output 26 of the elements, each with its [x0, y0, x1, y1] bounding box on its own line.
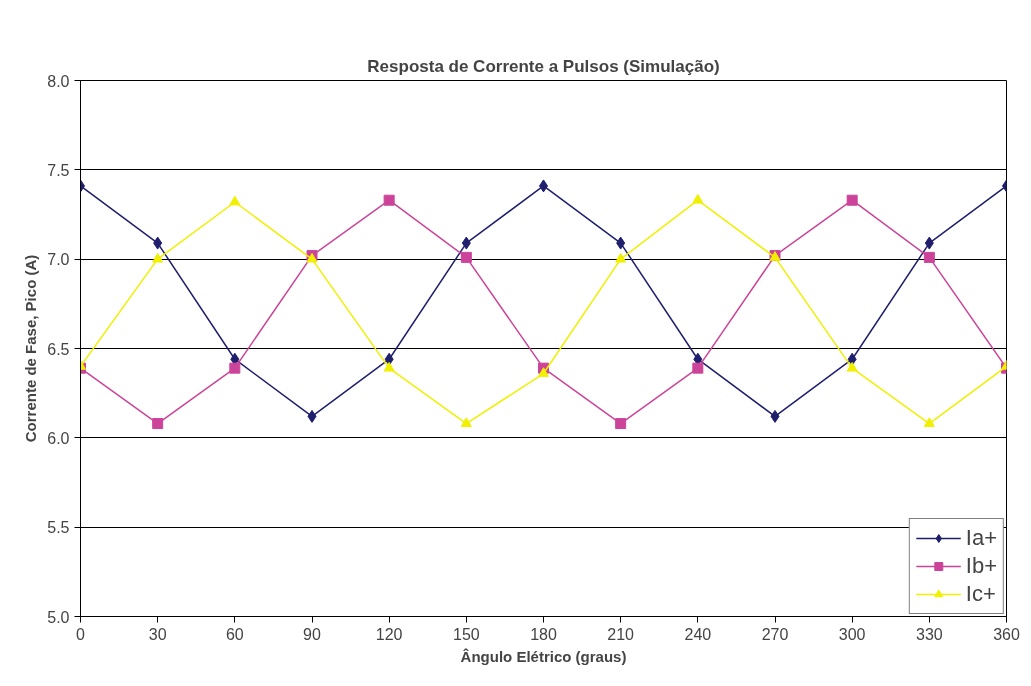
legend-label: Ic+ — [965, 581, 996, 607]
x-tick-label: 360 — [993, 625, 1020, 643]
x-tick-label: 90 — [303, 625, 321, 643]
x-tick-label: 210 — [607, 625, 635, 643]
x-tick-label: 180 — [530, 625, 557, 643]
y-tick-label: 6.5 — [47, 340, 70, 358]
y-tick-label: 7.5 — [47, 161, 70, 179]
x-axis-title: Ângulo Elétrico (graus) — [460, 647, 627, 665]
y-tick-label: 7.0 — [47, 251, 70, 269]
chart-title: Resposta de Corrente a Pulsos (Simulação) — [367, 56, 720, 76]
x-tick-label: 240 — [684, 625, 712, 643]
x-tick-label: 150 — [452, 625, 480, 643]
x-tick-label: 270 — [761, 625, 789, 643]
x-tick-label: 120 — [375, 625, 403, 643]
legend-label: Ia+ — [965, 525, 997, 551]
y-tick-label: 5.5 — [47, 519, 70, 537]
y-tick-label: 5.0 — [47, 608, 70, 626]
y-tick-label: 6.0 — [47, 429, 70, 447]
y-axis-title: Corrente de Fase, Pico (A) — [22, 254, 40, 443]
y-tick-label: 8.0 — [47, 72, 70, 90]
x-tick-label: 60 — [225, 625, 244, 643]
x-tick-label: 330 — [915, 625, 943, 643]
x-tick-label: 0 — [76, 625, 86, 643]
x-tick-label: 30 — [148, 625, 167, 643]
legend-label: Ib+ — [965, 553, 997, 579]
x-tick-label: 300 — [838, 625, 866, 643]
